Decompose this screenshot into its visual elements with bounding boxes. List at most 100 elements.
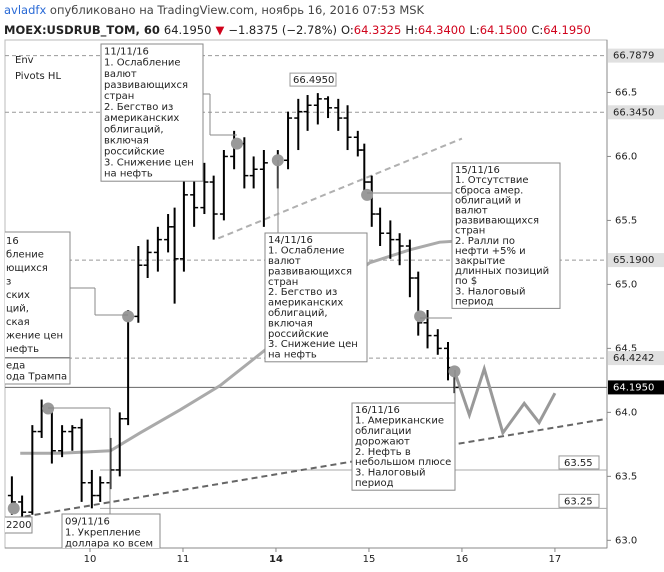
annotation-text: 1. Американские xyxy=(355,416,444,427)
axes: 63.0 63.5 64.0 64.5 65.0 65.5 66.0 66.5 10 11 14 15… xyxy=(84,48,664,565)
annotation-text: развивающихся xyxy=(268,266,352,277)
annotation-text: 3. Снижение цен xyxy=(104,158,194,169)
high-label-box xyxy=(289,72,337,87)
level-label: 64.4242 xyxy=(613,353,654,364)
annotation-text: 2200 xyxy=(6,520,31,531)
level-label: 66.7879 xyxy=(613,51,654,62)
annotation-text: американских xyxy=(268,298,343,309)
level-label-box xyxy=(608,48,664,63)
level-label: 63.25 xyxy=(564,496,593,507)
header-line: avladfx опубликовано на TradingView.com,… xyxy=(4,3,425,17)
annotation-text: 14/11/16 xyxy=(268,235,313,246)
annotation-text: 16/11/16 xyxy=(355,405,400,416)
pivot-marker xyxy=(7,502,20,515)
level-label-box xyxy=(558,455,600,470)
projection-line xyxy=(453,363,557,437)
annotation-box xyxy=(264,232,368,363)
level-label-box xyxy=(608,351,664,366)
pivot-marker xyxy=(361,188,374,201)
annotation-text: 2. Бегство из xyxy=(104,102,173,113)
x-tick-label: 10 xyxy=(84,554,97,565)
y-tick-label: 63.0 xyxy=(615,535,637,546)
x-tick-label: 14 xyxy=(269,554,283,565)
annotation-text: 3. Налоговый xyxy=(355,468,426,479)
annotation-text: развивающихся xyxy=(455,216,539,227)
annotation-text: облигаций, xyxy=(268,308,328,319)
y-tick-label: 65.0 xyxy=(615,279,637,290)
last-price-box xyxy=(608,380,664,395)
annotation-text: 1. Укрепление xyxy=(65,528,141,539)
annotation-text: еда xyxy=(6,361,25,372)
level-label-box xyxy=(608,105,664,120)
annotation-text: период xyxy=(455,296,494,307)
annotation-box xyxy=(451,162,561,309)
annotation-box xyxy=(100,43,204,182)
symbol: MOEX:USDRUB_TOM, 60 xyxy=(4,23,160,38)
y-tick-label: 66.5 xyxy=(615,87,637,98)
x-tick-label: 11 xyxy=(177,554,190,565)
annotation-text: ющихся xyxy=(6,263,48,274)
annotation-text: 3. Налоговый xyxy=(455,286,526,297)
annotation-text: американских xyxy=(104,113,179,124)
key: H: xyxy=(405,23,418,37)
y-tick-label: 64.5 xyxy=(615,343,637,354)
annotation-text: 1. Ослабление xyxy=(104,58,181,69)
annotation-text: нефть xyxy=(6,344,39,355)
annotation-text: 09/11/16 xyxy=(65,517,110,528)
annotation-text: развивающихся xyxy=(104,80,188,91)
pivot-marker xyxy=(230,137,243,150)
x-tick-label: 17 xyxy=(549,554,562,565)
annotation-text: ода Трампа xyxy=(6,372,67,383)
trend-line xyxy=(5,417,607,521)
annotation-text: 15/11/16 xyxy=(455,165,500,176)
annotation-text: жение цен xyxy=(6,330,63,341)
key: C: xyxy=(531,23,543,37)
user[interactable]: avladfx xyxy=(4,3,46,17)
annotation-text: бление xyxy=(6,249,44,260)
y-tick-label: 65.5 xyxy=(615,215,637,226)
annotation-text: российские xyxy=(104,146,165,157)
annotation-box xyxy=(5,231,71,358)
level-label-box xyxy=(558,493,600,508)
ohlc-value: 64.1500 xyxy=(480,23,528,37)
annotation-text: закрытие xyxy=(455,256,505,267)
annotation-text: 2. Ралли по xyxy=(455,236,515,247)
annotation-text: период xyxy=(355,478,394,489)
level-label-box xyxy=(608,253,664,268)
annotation-text: включая xyxy=(268,318,313,329)
pivot-marker xyxy=(42,402,55,415)
annotation-text: облигаций, xyxy=(104,124,164,135)
annotation-text: длинных позиций xyxy=(455,266,549,277)
annotation-text: з xyxy=(6,276,11,287)
annotation-text: ций, xyxy=(6,303,29,314)
key: L: xyxy=(469,23,479,37)
x-tick-label: 15 xyxy=(363,554,376,565)
annotation-box xyxy=(5,357,71,385)
change: −1.8375 (−2.78%) xyxy=(228,23,337,37)
annotation-text: облигации xyxy=(355,426,411,437)
annotation-text: дорожают xyxy=(355,436,410,447)
annotation-text: 2. Бегство из xyxy=(268,287,337,298)
annotation-text: российские xyxy=(268,329,329,340)
moving-average xyxy=(20,239,461,455)
annotation-text: ская xyxy=(6,317,30,328)
annotation-box xyxy=(351,402,456,491)
level-label: 63.55 xyxy=(564,458,593,469)
annotation-box xyxy=(5,516,33,534)
annotation-text: 1. Ослабление xyxy=(268,246,345,257)
level-label: 65.1900 xyxy=(613,255,654,266)
ohlc-value: 64.3400 xyxy=(418,23,466,37)
annotation-text: 2. Нефть в xyxy=(355,447,411,458)
published: опубликовано на TradingView.com, ноябрь … xyxy=(50,3,425,17)
annotation-text: 11/11/16 xyxy=(104,47,149,58)
x-tick-label: 16 xyxy=(456,554,469,565)
annotation-text: доллара ко всем xyxy=(65,539,153,550)
pivot-marker xyxy=(122,310,135,323)
annotation-text: по $ xyxy=(455,276,477,287)
arrow: ▼ xyxy=(215,23,224,37)
last-price-label: 64.1950 xyxy=(613,382,654,393)
annotation-text: небольшом плюсе xyxy=(355,457,451,468)
y-tick-label: 64.0 xyxy=(615,407,637,418)
annotation-text: на нефть xyxy=(104,169,153,180)
